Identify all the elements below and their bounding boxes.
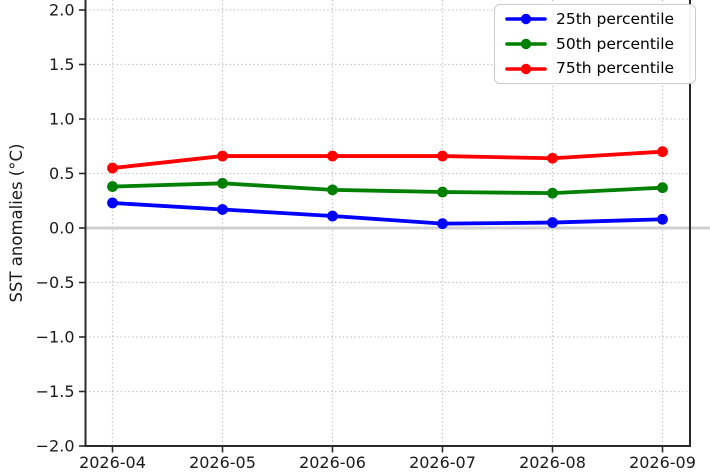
legend-line-marker-icon <box>505 63 547 74</box>
y-tick-label: −1.5 <box>36 382 75 401</box>
series-line <box>110 181 665 196</box>
data-point <box>547 187 558 199</box>
series-50th-percentile <box>107 177 668 199</box>
y-tick-label: 2.0 <box>49 1 74 20</box>
x-tick-label: 2026-08 <box>519 453 586 472</box>
y-tick-label: 0.0 <box>49 219 74 238</box>
data-point <box>217 177 228 189</box>
x-tick-label: 2026-06 <box>299 453 366 472</box>
legend-item-25th-percentile: 25th percentile <box>505 7 689 32</box>
data-point <box>657 182 668 194</box>
data-point <box>437 186 448 198</box>
series-line <box>110 201 665 226</box>
y-tick-label: −0.5 <box>36 273 75 292</box>
data-point <box>217 204 228 215</box>
x-tick-label: 2026-05 <box>189 453 256 472</box>
y-tick-label: −1.0 <box>36 328 75 347</box>
data-point <box>327 150 338 162</box>
data-point <box>657 213 668 225</box>
tick-marks <box>79 9 664 453</box>
y-tick-label: 1.0 <box>49 110 74 129</box>
y-axis-label: SST anomalies (°C) <box>7 144 26 303</box>
y-tick-label: −2.0 <box>36 437 75 456</box>
data-point <box>547 152 558 164</box>
data-point <box>327 210 338 222</box>
legend-label: 25th percentile <box>556 10 675 29</box>
data-point <box>107 162 118 174</box>
y-tick-label: 1.5 <box>49 55 74 74</box>
data-point <box>437 150 448 162</box>
y-tick-label: 0.5 <box>49 164 74 183</box>
legend-label: 75th percentile <box>556 59 675 78</box>
data-point <box>217 150 228 162</box>
data-point <box>107 197 118 209</box>
x-tick-label: 2026-04 <box>79 453 146 472</box>
legend-line-marker-icon <box>505 38 547 50</box>
series-75th-percentile <box>107 146 668 174</box>
legend-item-50th-percentile: 50th percentile <box>505 32 689 57</box>
legend-item-75th-percentile: 75th percentile <box>505 56 689 81</box>
x-tick-label: 2026-07 <box>409 453 476 472</box>
data-point <box>107 181 118 192</box>
x-tick-label: 2026-09 <box>629 453 696 472</box>
data-point <box>327 184 338 196</box>
data-point <box>547 217 558 228</box>
legend-line-marker-icon <box>505 14 547 25</box>
series-25th-percentile <box>107 197 668 230</box>
data-point <box>437 218 448 230</box>
legend: 25th percentile 50th percentile 75th per… <box>494 4 696 84</box>
legend-label: 50th percentile <box>556 34 675 53</box>
data-point <box>657 146 668 158</box>
series-line <box>110 149 665 170</box>
